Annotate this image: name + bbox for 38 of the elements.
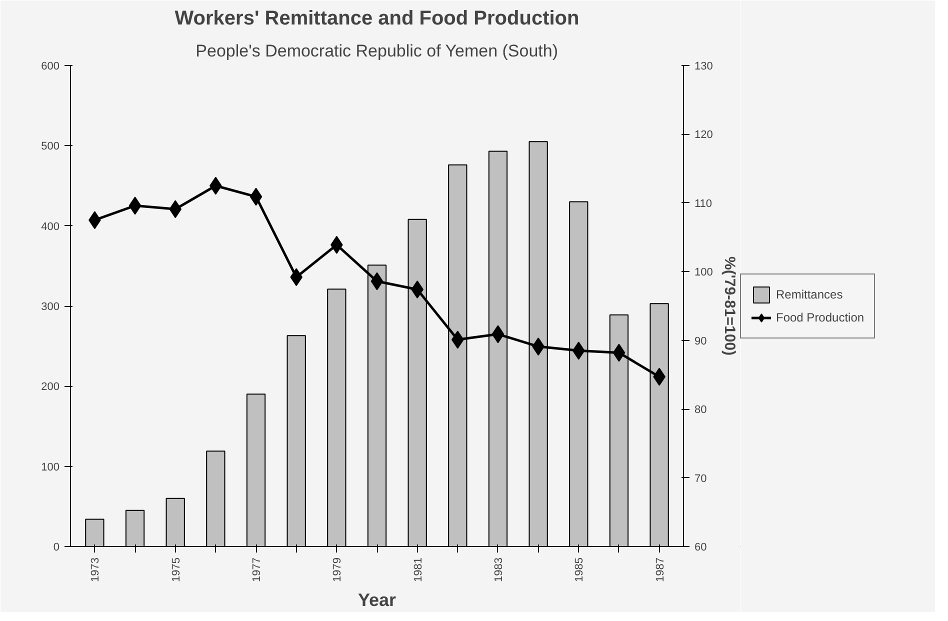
legend-label: Food Production <box>776 310 864 324</box>
point <box>128 196 142 215</box>
y-tick-label: 0 <box>53 542 60 554</box>
point <box>572 342 585 360</box>
point <box>451 330 464 349</box>
y-tick-label: 600 <box>41 60 60 72</box>
y-tick-label: 300 <box>41 301 60 313</box>
y2-tick-label: 130 <box>694 60 713 72</box>
point <box>612 344 626 362</box>
y-tick-label: 400 <box>41 220 60 233</box>
point <box>492 325 504 344</box>
y2-tick-label: 70 <box>694 472 707 485</box>
x-tick-label: 1977 <box>251 557 264 582</box>
y2-tick-label: 100 <box>694 266 713 279</box>
point <box>290 268 303 286</box>
x-tick-label: 1973 <box>90 557 102 582</box>
x-axis-title: Year <box>358 590 396 610</box>
x-tick-label: 1975 <box>170 557 182 582</box>
x-tick-label: 1983 <box>492 557 505 582</box>
point <box>169 200 182 218</box>
y2-tick-label: 80 <box>694 404 707 416</box>
y2-tick-label: 110 <box>694 198 712 210</box>
y-tick-label: 500 <box>41 140 60 153</box>
y2-axis-title: %('79-81=100) <box>720 256 738 356</box>
chart-title: Workers' Remittance and Food Production <box>174 8 580 30</box>
chart-subtitle: People's Democratic Republic of Yemen (South) <box>196 42 558 60</box>
y2-tick-label: 120 <box>694 129 713 142</box>
y2-tick-label: 90 <box>694 335 707 348</box>
y-tick-label: 100 <box>41 461 60 474</box>
x-tick-label: 1987 <box>654 557 666 582</box>
x-tick-label: 1981 <box>412 557 424 582</box>
point <box>370 272 384 290</box>
x-tick-label: 1979 <box>332 557 344 582</box>
point <box>250 188 262 206</box>
legend-label: Remittances <box>776 287 843 301</box>
y2-tick-label: 60 <box>694 542 707 554</box>
y-tick-label: 200 <box>41 381 60 394</box>
x-tick-label: 1985 <box>574 557 586 582</box>
